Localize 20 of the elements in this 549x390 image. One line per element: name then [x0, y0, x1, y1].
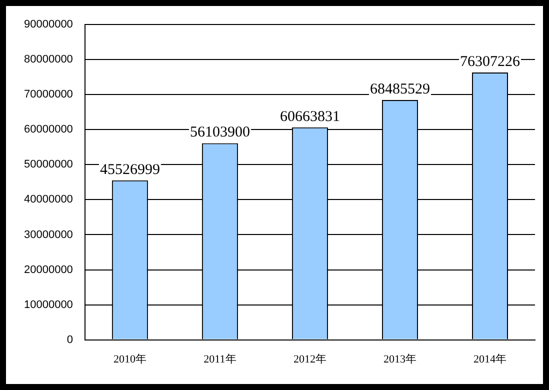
y-tick-label: 70000000	[24, 88, 73, 101]
y-tick-label: 50000000	[24, 158, 73, 171]
x-tick-label: 2011年	[204, 353, 236, 366]
y-tick-label: 40000000	[24, 194, 73, 206]
y-tick-label: 0	[66, 334, 73, 346]
y-tick-label: 30000000	[24, 228, 73, 241]
y-tick-label: 80000000	[24, 54, 73, 66]
data-label: 68485529	[370, 81, 430, 98]
data-label: 45526999	[100, 162, 160, 178]
x-tick-label: 2010年	[113, 353, 146, 366]
y-tick-label: 20000000	[24, 264, 73, 276]
x-tick-label: 2014年	[473, 353, 506, 366]
data-label: 76307226	[460, 54, 520, 70]
x-tick-label: 2012年	[293, 353, 326, 366]
data-label: 56103900	[190, 124, 250, 141]
y-tick-label: 60000000	[24, 124, 73, 136]
y-tick-label: 10000000	[24, 298, 73, 311]
x-tick-label: 2013年	[383, 353, 416, 366]
y-tick-label: 90000000	[24, 18, 73, 31]
data-label: 60663831	[280, 108, 340, 125]
